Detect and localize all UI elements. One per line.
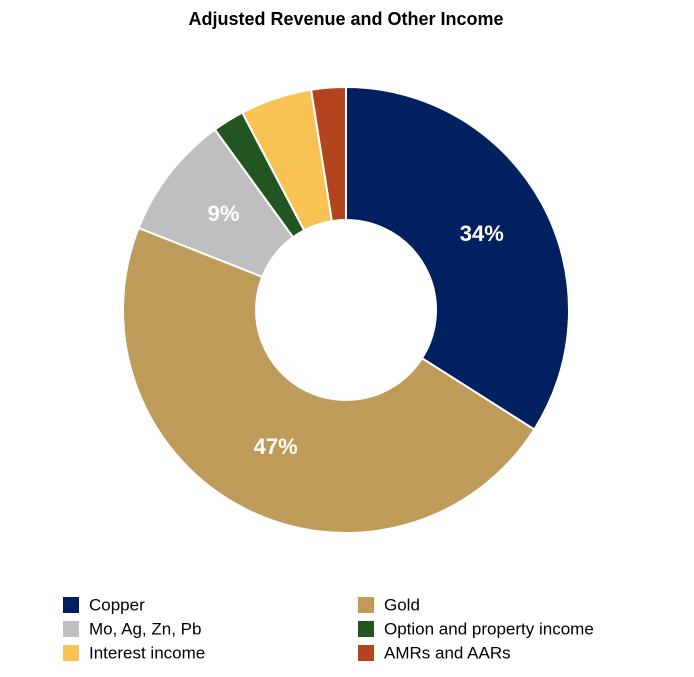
slice: [122, 226, 536, 534]
legend-swatch: [358, 645, 374, 661]
slice: [345, 85, 570, 431]
chart-title: Adjusted Revenue and Other Income: [188, 9, 503, 29]
data-label: 34%: [460, 221, 504, 246]
legend-label: Copper: [89, 595, 145, 614]
legend-swatch: [358, 597, 374, 613]
legend-label: Interest income: [89, 643, 205, 662]
legend-swatch: [63, 645, 79, 661]
legend-label: Gold: [384, 595, 420, 614]
legend-label: Mo, Ag, Zn, Pb: [89, 619, 201, 638]
data-label: 47%: [254, 434, 298, 459]
legend-label: AMRs and AARs: [384, 643, 511, 662]
data-label: 9%: [208, 201, 240, 226]
legend-swatch: [63, 621, 79, 637]
legend-swatch: [358, 621, 374, 637]
slice: [309, 85, 347, 223]
legend-label: Option and property income: [384, 619, 594, 638]
legend-swatch: [63, 597, 79, 613]
